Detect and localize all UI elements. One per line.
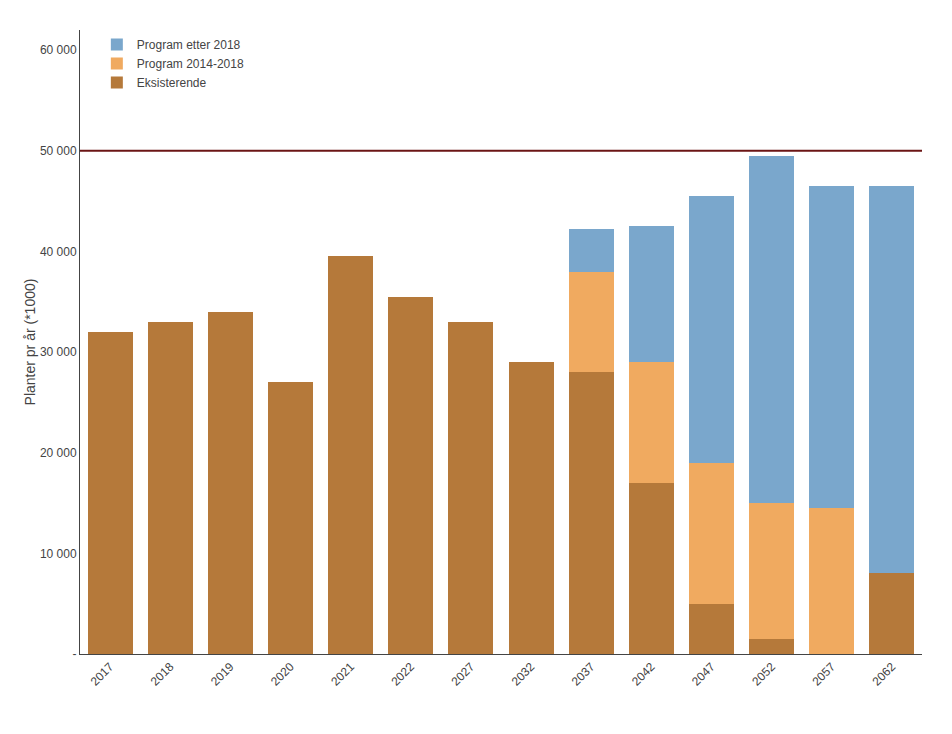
svg-text:2022: 2022 bbox=[388, 660, 417, 689]
svg-text:30 000: 30 000 bbox=[40, 345, 77, 359]
svg-text:2019: 2019 bbox=[208, 660, 237, 689]
svg-text:2062: 2062 bbox=[870, 660, 899, 689]
svg-text:2042: 2042 bbox=[629, 660, 658, 689]
svg-text:Program 2014-2018: Program 2014-2018 bbox=[137, 57, 244, 71]
svg-text:2021: 2021 bbox=[328, 660, 357, 689]
svg-text:2032: 2032 bbox=[509, 660, 538, 689]
svg-text:2027: 2027 bbox=[449, 660, 478, 689]
svg-text:2052: 2052 bbox=[749, 660, 778, 689]
svg-text:40 000: 40 000 bbox=[40, 245, 77, 259]
svg-text:2018: 2018 bbox=[148, 660, 177, 689]
svg-text:2017: 2017 bbox=[88, 660, 117, 689]
svg-text:60 000: 60 000 bbox=[40, 43, 77, 57]
svg-text:20 000: 20 000 bbox=[40, 446, 77, 460]
svg-text:Eksisterende: Eksisterende bbox=[137, 76, 207, 90]
svg-text:2037: 2037 bbox=[569, 660, 598, 689]
svg-text:Planter pr år (*1000): Planter pr år (*1000) bbox=[22, 279, 38, 406]
svg-text:2057: 2057 bbox=[809, 660, 838, 689]
svg-text:Program etter 2018: Program etter 2018 bbox=[137, 38, 241, 52]
svg-text:10 000: 10 000 bbox=[40, 547, 77, 561]
svg-text:2020: 2020 bbox=[268, 660, 297, 689]
svg-text:50 000: 50 000 bbox=[40, 144, 77, 158]
svg-text:2047: 2047 bbox=[689, 660, 718, 689]
svg-text:-: - bbox=[73, 647, 77, 661]
